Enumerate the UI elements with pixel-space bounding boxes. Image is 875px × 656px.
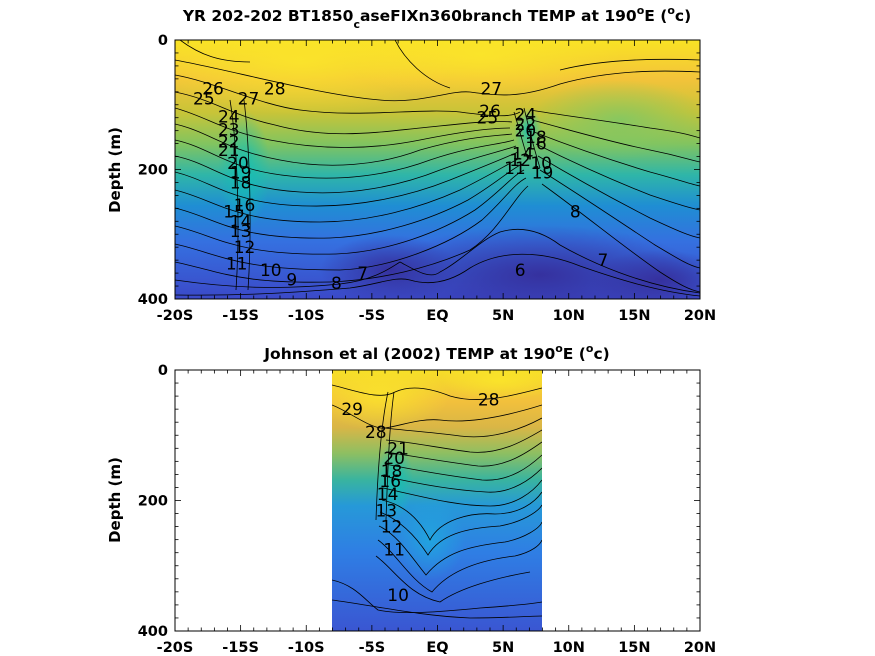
bottom-contour-label: 28 xyxy=(478,390,500,410)
bottom-contour-label: 11 xyxy=(383,540,405,560)
top-contour-label: 21 xyxy=(218,141,240,161)
bottom-x-tick-label: -20S xyxy=(157,640,194,656)
top-contour-label: 8 xyxy=(331,274,342,294)
top-contour-label: 15 xyxy=(223,203,245,223)
top-panel: YR 202-202 BT1850caseFIXn360branch TEMP … xyxy=(106,4,716,324)
bottom-contour-label: 14 xyxy=(377,485,399,505)
top-contour-label: 7 xyxy=(357,264,368,284)
bottom-x-tick-label: -15S xyxy=(222,640,259,656)
top-contour-label: 20 xyxy=(227,154,249,174)
bottom-contour-label: 29 xyxy=(341,400,363,420)
top-contour-label: 11 xyxy=(504,159,526,179)
top-x-tick-label: 15N xyxy=(618,308,650,324)
top-x-tick-label: -20S xyxy=(157,308,194,324)
top-contour-label: 16 xyxy=(234,196,256,216)
top-x-tick-label: -10S xyxy=(288,308,325,324)
top-x-tick-label: -5S xyxy=(359,308,386,324)
top-contour-label: 16 xyxy=(525,135,547,155)
top-contour-label: 11 xyxy=(226,254,248,274)
bottom-y-ticks: 0 200 400 xyxy=(138,363,700,640)
top-x-tick-label: 20N xyxy=(684,308,716,324)
top-contour-label: 26 xyxy=(202,80,224,100)
top-contour-label: 19 xyxy=(230,164,252,184)
bottom-x-tick-label: 15N xyxy=(618,640,650,656)
top-y-ticks: 0 200 400 xyxy=(138,33,700,308)
top-contour-label: 28 xyxy=(264,80,286,100)
top-contour-label: 6 xyxy=(515,261,526,281)
top-contour-label: 24 xyxy=(515,105,537,125)
bottom-x-tick-label: EQ xyxy=(426,640,448,656)
top-contour-label: 12 xyxy=(234,238,256,258)
top-contour-lines xyxy=(175,40,700,297)
bottom-y-axis-label: Depth (m) xyxy=(106,457,124,543)
top-x-tick-label: 5N xyxy=(492,308,514,324)
top-contour-label: 25 xyxy=(477,109,499,129)
bottom-x-tick-label: 5N xyxy=(492,640,514,656)
top-contour-label: 10 xyxy=(260,261,282,281)
bottom-contour-label: 16 xyxy=(379,472,401,492)
bottom-contour-label: 20 xyxy=(383,449,405,469)
top-contour-label: 22 xyxy=(218,133,240,153)
top-y-tick-label: 200 xyxy=(138,163,168,179)
bottom-x-tick-label: 20N xyxy=(684,640,716,656)
top-contour-label: 12 xyxy=(509,151,531,171)
bottom-x-tick-label: -5S xyxy=(359,640,386,656)
top-contour-label: 7 xyxy=(597,251,608,271)
bottom-contour-label: 12 xyxy=(381,518,403,538)
bottom-y-tick-label: 400 xyxy=(138,624,168,640)
bottom-panel: Johnson et al (2002) TEMP at 190oE (oc) xyxy=(106,342,716,656)
top-contour-label: 8 xyxy=(570,203,581,223)
top-x-tick-label: -15S xyxy=(222,308,259,324)
bottom-contour-label: 10 xyxy=(387,586,409,606)
top-contour-label: 9 xyxy=(286,271,297,291)
top-contour-label: 24 xyxy=(218,107,240,127)
top-x-tick-label: 10N xyxy=(553,308,585,324)
top-title: YR 202-202 BT1850caseFIXn360branch TEMP … xyxy=(182,4,691,31)
top-contour-label: 13 xyxy=(230,222,252,242)
top-x-tick-label: EQ xyxy=(426,308,448,324)
top-contour-label: 27 xyxy=(238,89,260,109)
top-contour-label: 14 xyxy=(230,212,252,232)
bottom-x-tick-label: 10N xyxy=(553,640,585,656)
top-contour-label: 19 xyxy=(532,164,554,184)
top-y-tick-label: 400 xyxy=(138,292,168,308)
bottom-x-ticks: -20S -15S -10S -5S EQ 5N 10N 15N 20N xyxy=(157,370,716,656)
top-temperature-field xyxy=(175,40,700,299)
top-contour-label: 27 xyxy=(480,80,502,100)
top-contour-label: 25 xyxy=(193,89,215,109)
bottom-contour-lines xyxy=(332,384,542,619)
bottom-contour-label: 18 xyxy=(381,462,403,482)
bottom-contour-label: 28 xyxy=(365,423,387,443)
top-contour-label: 14 xyxy=(512,144,534,164)
bottom-contour-label: 13 xyxy=(375,501,397,521)
top-x-ticks: -20S -15S -10S -5S EQ 5N 10N 15N 20N xyxy=(157,40,716,324)
top-contour-label: 26 xyxy=(479,102,501,122)
top-contour-label: 18 xyxy=(230,173,252,193)
top-contour-label: 20 xyxy=(515,122,537,142)
top-contour-label: 18 xyxy=(525,128,547,148)
bottom-title: Johnson et al (2002) TEMP at 190oE (oc) xyxy=(263,342,609,363)
top-y-axis-label: Depth (m) xyxy=(106,127,124,213)
bottom-y-tick-label: 200 xyxy=(138,494,168,510)
bottom-x-tick-label: -10S xyxy=(288,640,325,656)
top-contour-label: 23 xyxy=(218,120,240,140)
bottom-contour-label: 21 xyxy=(387,439,409,459)
top-y-tick-label: 0 xyxy=(158,33,168,49)
bottom-y-tick-label: 0 xyxy=(158,363,168,379)
top-contour-label: 10 xyxy=(530,154,552,174)
bottom-temperature-field xyxy=(332,370,542,631)
top-contour-label: 22 xyxy=(515,115,537,135)
